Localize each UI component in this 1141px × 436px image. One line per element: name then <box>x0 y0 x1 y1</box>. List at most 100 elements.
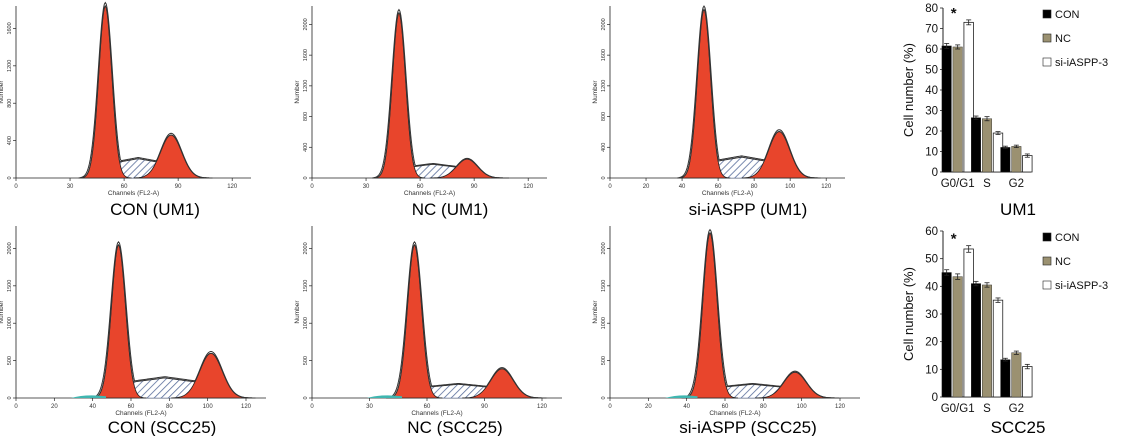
y-tick-label: 2000 <box>303 18 309 30</box>
x-tick-label: 120 <box>227 184 238 190</box>
y-tick-label: 0 <box>303 176 309 179</box>
legend-label-nc: NC <box>1055 256 1071 268</box>
y-tick-label: 40 <box>925 85 938 97</box>
x-tick-label: 90 <box>481 404 488 410</box>
y-tick-label: 500 <box>601 356 607 365</box>
y-tick-label: 10 <box>925 147 938 159</box>
y-tick-label: 1000 <box>601 317 607 329</box>
x-tick-label: G2 <box>1009 178 1024 190</box>
y-tick-label: 1600 <box>7 22 13 34</box>
y-tick-label: 1500 <box>7 280 13 292</box>
x-tick-label: 60 <box>424 404 431 410</box>
x-tick-label: G0/G1 <box>941 403 975 415</box>
bar-con-s <box>971 117 981 173</box>
y-tick-label: 1200 <box>7 60 13 72</box>
histogram-y-axis-label: Number <box>294 300 301 324</box>
y-tick-label: 1600 <box>601 49 607 61</box>
x-tick-label: 0 <box>310 404 314 410</box>
bar-chart-title-scc25: SCC25 <box>991 418 1046 436</box>
y-tick-label: 0 <box>932 392 938 404</box>
legend-label-si-iaspp-3: si-iASPP-3 <box>1055 280 1108 292</box>
y-tick-label: 0 <box>303 396 309 399</box>
x-tick-label: 20 <box>645 404 652 410</box>
histogram-panel-nc-scc25: 0 500 1000 1500 2000 0 30 60 90 120 Number Channels… <box>294 226 562 417</box>
envelope-curve <box>677 5 821 179</box>
histogram-panel-si-iaspp-um1: 0 400 800 1200 1600 2000 0 20 40 60 80 100 120 Number… <box>592 5 845 197</box>
x-tick-label: 0 <box>608 404 612 410</box>
y-tick-label: 20 <box>925 126 938 138</box>
caption-hist-2: si-iASPP (UM1) <box>689 200 808 219</box>
bar-nc-g0g1 <box>952 276 963 398</box>
legend-label-nc: NC <box>1055 33 1071 45</box>
y-tick-label: 0 <box>601 396 607 399</box>
y-tick-label: 30 <box>925 106 938 118</box>
envelope-curve <box>78 1 213 179</box>
y-tick-label: 500 <box>303 356 309 365</box>
caption-hist-5: si-iASPP (SCC25) <box>679 418 817 436</box>
x-tick-label: 90 <box>471 184 478 190</box>
y-tick-label: 400 <box>601 143 607 152</box>
envelope-curve <box>386 241 547 399</box>
y-axis-label: Cell number (%) <box>901 267 916 361</box>
legend-label-con: CON <box>1055 232 1080 244</box>
significance-marker: * <box>951 5 957 22</box>
histogram-y-axis-label: Number <box>0 80 5 104</box>
y-tick-label: 2000 <box>601 242 607 254</box>
histogram-y-axis-label: Number <box>0 300 5 324</box>
y-tick-label: 2000 <box>601 18 607 30</box>
histogram-x-axis-label: Channels (FL2-A) <box>404 190 455 197</box>
significance-marker: * <box>951 231 957 248</box>
g1-peak <box>90 244 147 399</box>
bar-con-g0g1 <box>941 272 952 398</box>
x-tick-label: 0 <box>14 404 18 410</box>
y-tick-label: 800 <box>303 112 309 121</box>
histogram-y-axis-label: Number <box>592 300 599 324</box>
bar-con-g0g1 <box>941 45 952 173</box>
g1-peak <box>78 5 132 179</box>
y-tick-label: 400 <box>7 136 13 145</box>
bar-con-g2 <box>1000 359 1011 398</box>
histogram-x-axis-label: Channels (FL2-A) <box>702 190 753 197</box>
x-tick-label: 0 <box>310 184 314 190</box>
y-tick-label: 60 <box>925 44 938 56</box>
y-tick-label: 500 <box>7 356 13 365</box>
x-tick-label: 80 <box>751 184 758 190</box>
histogram-panel-con-um1: 0 400 800 1200 1600 0 30 60 90 120 Number Channels … <box>0 1 251 197</box>
y-tick-label: 1500 <box>303 280 309 292</box>
g1-peak <box>372 12 426 179</box>
y-tick-label: 1200 <box>303 80 309 92</box>
y-tick-label: 0 <box>601 176 607 179</box>
bar-con-g2 <box>1000 147 1011 173</box>
x-tick-label: G0/G1 <box>941 178 975 190</box>
y-tick-label: 1000 <box>7 317 13 329</box>
bar-nc-s <box>982 118 992 173</box>
x-tick-label: 30 <box>363 184 370 190</box>
bar-chart-title-um1: UM1 <box>1000 200 1036 219</box>
y-tick-label: 50 <box>925 254 938 266</box>
x-tick-label: 0 <box>608 184 612 190</box>
envelope-curve <box>681 228 840 399</box>
histogram-y-axis-label: Number <box>592 80 599 104</box>
legend-label-con: CON <box>1055 9 1080 21</box>
x-tick-label: 60 <box>417 184 424 190</box>
x-tick-label: 100 <box>203 404 214 410</box>
bar-chart-scc25: 0 10 20 30 40 50 60 Cell number (%) G0/G1 S G2 * CON… <box>901 226 1108 415</box>
y-tick-label: 0 <box>7 176 13 179</box>
caption-hist-1: NC (UM1) <box>412 200 489 219</box>
legend-swatch-si-iaspp-3 <box>1042 57 1052 67</box>
g1-peak <box>677 8 731 179</box>
x-tick-label: 30 <box>366 404 373 410</box>
histogram-panel-si-iaspp-scc25: 0 500 1000 1500 2000 0 20 40 60 80 100 120 Number Cha… <box>592 226 860 417</box>
x-tick-label: 30 <box>67 184 74 190</box>
caption-hist-3: CON (SCC25) <box>108 418 217 436</box>
bar-nc-s <box>982 284 992 398</box>
y-tick-label: 400 <box>303 143 309 152</box>
y-tick-label: 2000 <box>303 242 309 254</box>
x-tick-label: 40 <box>683 404 690 410</box>
x-tick-label: 60 <box>715 184 722 190</box>
y-tick-label: 1600 <box>303 49 309 61</box>
x-tick-label: 120 <box>523 184 534 190</box>
histogram-x-axis-label: Channels (FL2-A) <box>709 410 760 417</box>
x-tick-label: 100 <box>797 404 808 410</box>
y-tick-label: 2000 <box>7 242 13 254</box>
